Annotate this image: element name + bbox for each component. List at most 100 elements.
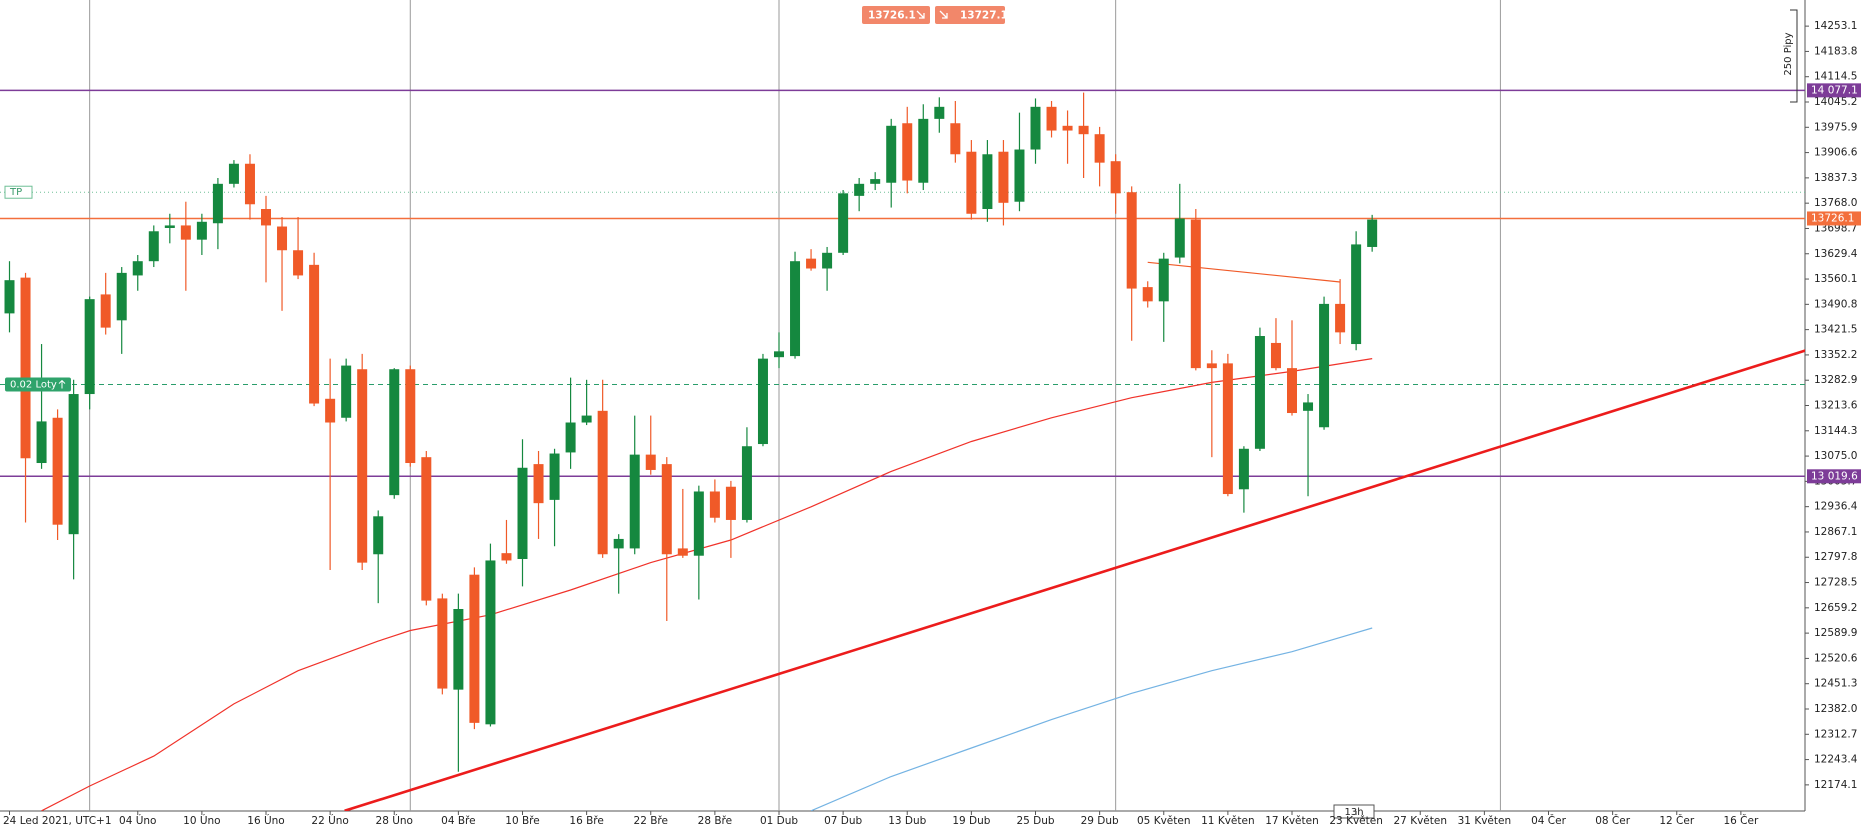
candle[interactable] <box>196 213 207 255</box>
candle[interactable] <box>1030 98 1041 164</box>
candle[interactable] <box>485 543 496 727</box>
candle[interactable] <box>677 488 688 558</box>
candle-body <box>581 415 592 423</box>
candle[interactable] <box>1206 350 1217 458</box>
candle[interactable] <box>1254 327 1265 451</box>
candle[interactable] <box>838 190 849 255</box>
candle[interactable] <box>998 140 1009 226</box>
candle[interactable] <box>212 177 223 250</box>
candle[interactable] <box>870 172 881 191</box>
candle[interactable] <box>1014 112 1025 212</box>
candle[interactable] <box>597 379 608 558</box>
candle[interactable] <box>1351 231 1362 351</box>
candle[interactable] <box>453 593 464 772</box>
candle[interactable] <box>1367 214 1378 252</box>
candle[interactable] <box>1110 154 1121 214</box>
candle[interactable] <box>950 100 961 163</box>
candle[interactable] <box>886 118 897 208</box>
candle[interactable] <box>373 510 384 604</box>
candle[interactable] <box>261 195 271 283</box>
candle[interactable] <box>1078 92 1089 178</box>
candle[interactable] <box>1126 186 1137 341</box>
candle[interactable] <box>1319 296 1330 430</box>
candle[interactable] <box>629 415 640 555</box>
candle[interactable] <box>790 251 801 359</box>
candle[interactable] <box>100 272 111 335</box>
candle[interactable] <box>533 450 544 539</box>
candle[interactable] <box>389 368 400 499</box>
x-tick-label: 04 Úno <box>119 814 156 827</box>
x-tick-label: 25 Dub <box>1016 815 1054 827</box>
candle[interactable] <box>1142 281 1153 308</box>
candle[interactable] <box>437 593 448 695</box>
bid-badge[interactable]: 13726.1 <box>862 6 930 24</box>
candle[interactable] <box>148 225 159 268</box>
candle[interactable] <box>966 140 977 220</box>
candle[interactable] <box>1174 183 1185 264</box>
candle[interactable] <box>277 217 288 311</box>
candle[interactable] <box>293 217 304 280</box>
candle[interactable] <box>341 358 352 422</box>
candle[interactable] <box>36 344 47 469</box>
candle[interactable] <box>806 249 817 271</box>
tp-label: TP <box>9 187 22 198</box>
candle[interactable] <box>1062 110 1073 164</box>
candle[interactable] <box>4 261 15 333</box>
candle[interactable] <box>822 246 833 291</box>
candle[interactable] <box>68 379 79 580</box>
candle[interactable] <box>902 106 913 194</box>
candle[interactable] <box>469 567 480 730</box>
candle[interactable] <box>116 267 127 354</box>
candle[interactable] <box>1094 126 1105 187</box>
candle[interactable] <box>421 450 432 606</box>
candle[interactable] <box>982 140 993 222</box>
candle[interactable] <box>741 427 752 523</box>
candle[interactable] <box>501 519 512 564</box>
ask-badge[interactable]: 13727.1 <box>935 6 1008 24</box>
candle[interactable] <box>1238 446 1249 513</box>
candle[interactable] <box>1046 100 1057 138</box>
x-tick-label: 17 Květen <box>1265 815 1319 827</box>
candle[interactable] <box>693 485 704 600</box>
candle[interactable] <box>565 377 576 469</box>
candle[interactable] <box>84 296 95 410</box>
candle[interactable] <box>325 358 336 570</box>
candle[interactable] <box>757 353 768 447</box>
candle[interactable] <box>854 177 865 212</box>
candle-body <box>1126 192 1137 289</box>
candle[interactable] <box>661 457 672 622</box>
candle[interactable] <box>132 254 143 291</box>
candle[interactable] <box>774 332 784 369</box>
candle[interactable] <box>1190 209 1201 371</box>
candle[interactable] <box>581 379 592 426</box>
candle[interactable] <box>613 534 624 594</box>
position-box[interactable] <box>5 377 71 392</box>
candle[interactable] <box>1222 353 1233 497</box>
candle[interactable] <box>725 480 736 558</box>
candle[interactable] <box>1270 318 1281 371</box>
candle[interactable] <box>405 365 416 467</box>
candle[interactable] <box>1158 252 1169 342</box>
y-tick-label: 12936.4 <box>1814 501 1858 513</box>
candle[interactable] <box>517 439 528 587</box>
candle[interactable] <box>1303 394 1314 497</box>
candle[interactable] <box>228 160 239 188</box>
candle[interactable] <box>1287 320 1297 416</box>
plot-area <box>0 0 1862 811</box>
candle[interactable] <box>918 104 929 191</box>
candle[interactable] <box>52 409 63 541</box>
candle[interactable] <box>244 154 255 220</box>
candle[interactable] <box>357 353 368 570</box>
candle[interactable] <box>934 97 945 133</box>
candle[interactable] <box>549 448 560 547</box>
candle[interactable] <box>1335 279 1346 345</box>
trend-line[interactable] <box>344 332 1862 811</box>
candle[interactable] <box>309 252 320 407</box>
candle-body <box>1014 149 1025 202</box>
candle[interactable] <box>180 201 191 291</box>
candle[interactable] <box>709 479 720 523</box>
tp-box[interactable] <box>4 185 33 199</box>
candle[interactable] <box>20 272 31 523</box>
candle[interactable] <box>164 213 175 244</box>
candle[interactable] <box>645 415 656 475</box>
